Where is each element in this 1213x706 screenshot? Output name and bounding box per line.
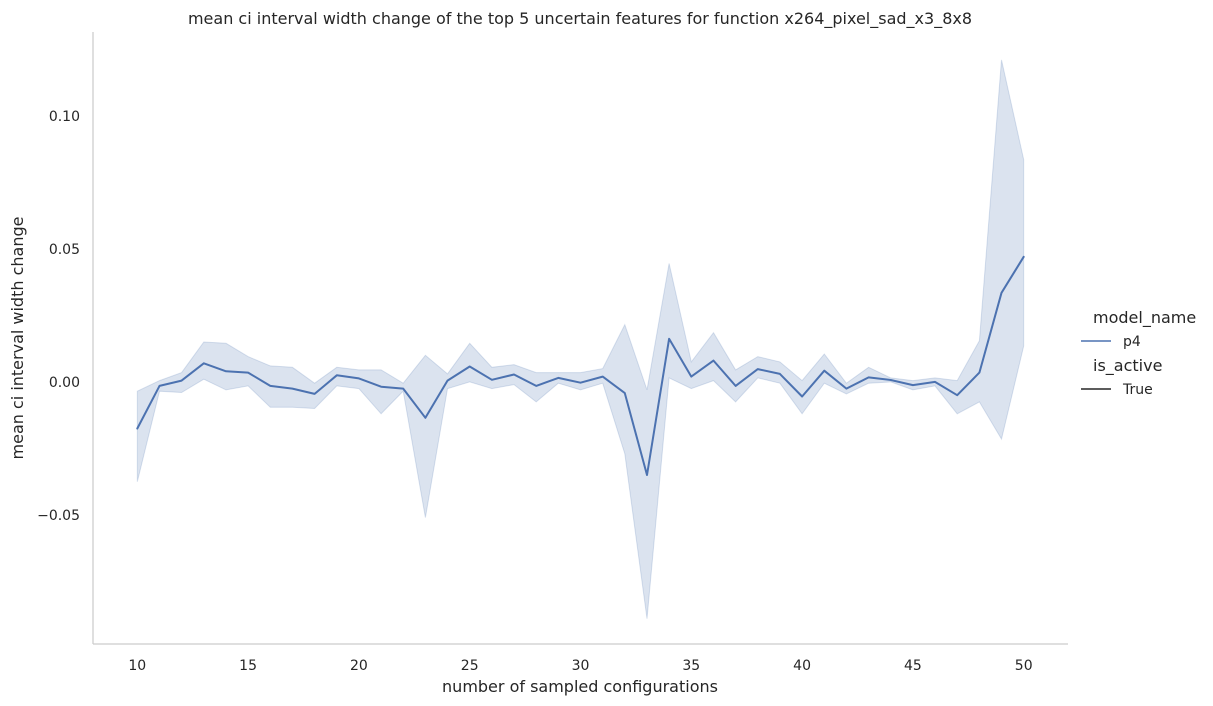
y-tick-labels: −0.05 0.00 0.05 0.10 bbox=[37, 109, 80, 524]
y-tick-label-0: −0.05 bbox=[37, 508, 80, 524]
chart-title: mean ci interval width change of the top… bbox=[188, 9, 972, 29]
legend-title-is-active: is_active bbox=[1093, 356, 1162, 376]
y-tick-label-1: 0.00 bbox=[49, 375, 80, 391]
x-axis-title: number of sampled configurations bbox=[442, 677, 718, 696]
y-tick-label-2: 0.05 bbox=[49, 242, 80, 258]
x-tick-label-50: 50 bbox=[1015, 658, 1033, 674]
series-line-layer bbox=[136, 255, 1025, 476]
x-tick-label-20: 20 bbox=[350, 658, 368, 674]
x-tick-label-30: 30 bbox=[572, 658, 590, 674]
legend-title-model-name: model_name bbox=[1093, 308, 1196, 328]
confidence-band-0 bbox=[136, 59, 1025, 619]
x-tick-label-35: 35 bbox=[682, 658, 700, 674]
legend: model_name p4 is_active True bbox=[1081, 308, 1196, 398]
x-tick-label-40: 40 bbox=[793, 658, 811, 674]
legend-label-p4: p4 bbox=[1123, 334, 1141, 350]
y-tick-label-3: 0.10 bbox=[49, 109, 80, 125]
x-tick-label-25: 25 bbox=[461, 658, 479, 674]
x-tick-label-45: 45 bbox=[904, 658, 922, 674]
y-axis-title: mean ci interval width change bbox=[8, 217, 27, 460]
x-tick-label-15: 15 bbox=[239, 658, 257, 674]
legend-label-true: True bbox=[1122, 382, 1153, 398]
x-tick-labels: 10 15 20 25 30 35 40 45 50 bbox=[128, 658, 1032, 674]
x-tick-label-10: 10 bbox=[128, 658, 146, 674]
series-line-p4 bbox=[136, 255, 1025, 476]
confidence-band-layer bbox=[136, 59, 1025, 619]
